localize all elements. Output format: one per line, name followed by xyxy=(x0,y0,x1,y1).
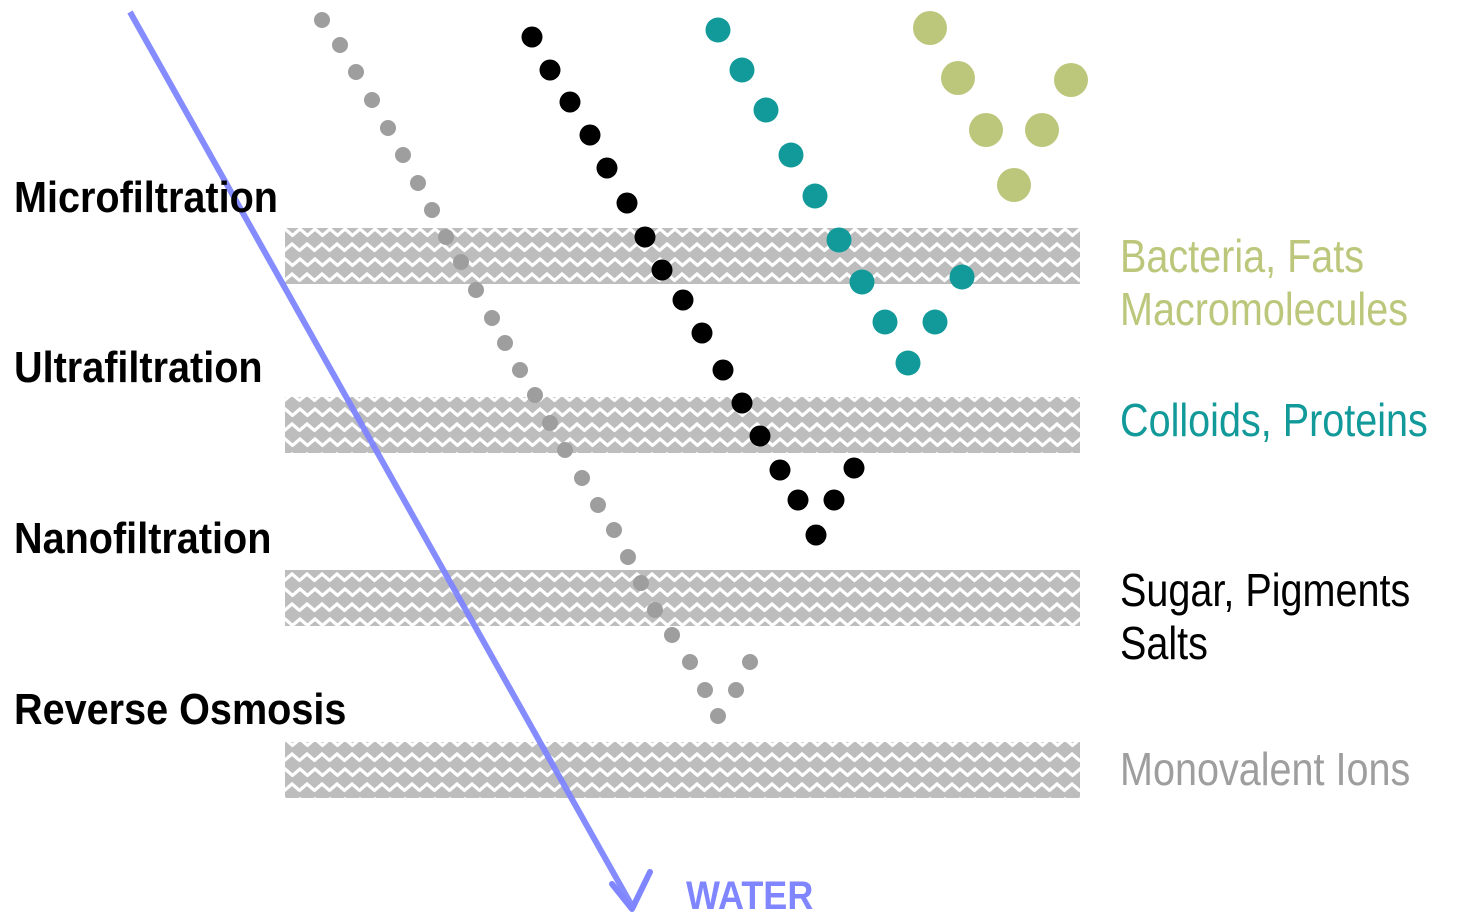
ion-particle xyxy=(633,575,649,591)
small-solute-particle xyxy=(787,489,809,511)
small-solute-particle xyxy=(672,289,694,311)
retained-line: Macromolecules xyxy=(1120,283,1409,336)
bacteria-particle xyxy=(913,11,947,45)
water-arrow-head xyxy=(609,869,653,912)
colloid-particle xyxy=(778,142,804,168)
water-arrow-shaft xyxy=(127,10,635,908)
process-label-reverse-osmosis: Reverse Osmosis xyxy=(14,685,347,734)
bacteria-particle xyxy=(941,61,975,95)
process-label-nanofiltration: Nanofiltration xyxy=(14,514,272,563)
ion-particle xyxy=(574,470,590,486)
small-solute-particle xyxy=(539,59,561,81)
ion-particle xyxy=(468,282,484,298)
ion-particle xyxy=(742,654,758,670)
colloid-particle xyxy=(705,17,731,43)
small-solute-particle xyxy=(823,489,845,511)
ion-particle xyxy=(438,229,454,245)
colloid-particle xyxy=(729,57,755,83)
small-solute-particle xyxy=(843,457,865,479)
retained-label-bacteria-fats: Bacteria, Fats Macromolecules xyxy=(1120,230,1408,337)
membrane-layers xyxy=(285,228,1080,798)
retained-label-colloids-proteins: Colloids, Proteins xyxy=(1120,394,1428,447)
particle-streams xyxy=(314,11,1088,724)
ion-particle xyxy=(710,708,726,724)
bacteria-particle xyxy=(1025,113,1059,147)
small-solute-particle xyxy=(634,226,656,248)
colloid-particle xyxy=(802,183,828,209)
retained-line: Colloids, Proteins xyxy=(1120,394,1428,446)
small-solute-particle xyxy=(769,459,791,481)
ion-particle xyxy=(314,12,330,28)
colloid-particle xyxy=(849,269,875,295)
colloid-particle xyxy=(922,309,948,335)
ion-particle xyxy=(380,120,396,136)
colloid-particle xyxy=(872,309,898,335)
ion-particle xyxy=(453,254,469,270)
ion-particle xyxy=(620,549,636,565)
ion-particle xyxy=(410,175,426,191)
ion-particle xyxy=(697,682,713,698)
membrane-layer xyxy=(285,228,1080,284)
small-solute-particle xyxy=(805,524,827,546)
ion-particle xyxy=(424,202,440,218)
small-solute-particle xyxy=(712,359,734,381)
colloid-particle xyxy=(895,350,921,376)
ion-particle xyxy=(364,92,380,108)
small-solute-particle xyxy=(521,26,543,48)
ion-particle xyxy=(484,310,500,326)
ion-particle xyxy=(606,522,622,538)
small-solute-particle xyxy=(596,157,618,179)
small-solute-particle xyxy=(579,124,601,146)
membrane-layer xyxy=(285,570,1080,626)
retained-line: Salts xyxy=(1120,617,1208,670)
ion-particle xyxy=(527,387,543,403)
retained-label-monovalent-ions: Monovalent Ions xyxy=(1120,743,1410,796)
ion-particle xyxy=(728,682,744,698)
bacteria-particle xyxy=(969,113,1003,147)
ion-particle xyxy=(557,442,573,458)
small-solute-particle xyxy=(691,322,713,344)
retained-line: Bacteria, Fats xyxy=(1120,230,1365,282)
small-solute-particle xyxy=(616,192,638,214)
ion-particle xyxy=(395,147,411,163)
small-solute-particle xyxy=(651,259,673,281)
water-label: WATER xyxy=(686,874,814,918)
ion-particle xyxy=(542,415,558,431)
colloid-particle xyxy=(826,227,852,253)
colloid-particle xyxy=(949,264,975,290)
ion-particle xyxy=(647,602,663,618)
process-label-microfiltration: Microfiltration xyxy=(14,173,278,222)
ion-particle xyxy=(348,64,364,80)
small-solute-particle xyxy=(559,91,581,113)
ion-particle xyxy=(497,335,513,351)
bacteria-particle xyxy=(997,168,1031,202)
retained-label-sugar-pigments: Sugar, Pigments Salts xyxy=(1120,564,1410,671)
ion-particle xyxy=(682,654,698,670)
small-solute-particle xyxy=(731,392,753,414)
membrane-layer xyxy=(285,397,1080,453)
membrane-layer xyxy=(285,742,1080,798)
bacteria-particle xyxy=(1054,63,1088,97)
retained-line: Sugar, Pigments xyxy=(1120,564,1411,616)
retained-line: Monovalent Ions xyxy=(1120,743,1411,795)
colloid-particle xyxy=(753,97,779,123)
ion-particle xyxy=(332,37,348,53)
water-arrow xyxy=(127,10,653,912)
ion-particle xyxy=(512,362,528,378)
process-label-ultrafiltration: Ultrafiltration xyxy=(14,343,263,392)
small-solute-particle xyxy=(749,425,771,447)
ion-particle xyxy=(590,497,606,513)
ion-particle xyxy=(664,627,680,643)
